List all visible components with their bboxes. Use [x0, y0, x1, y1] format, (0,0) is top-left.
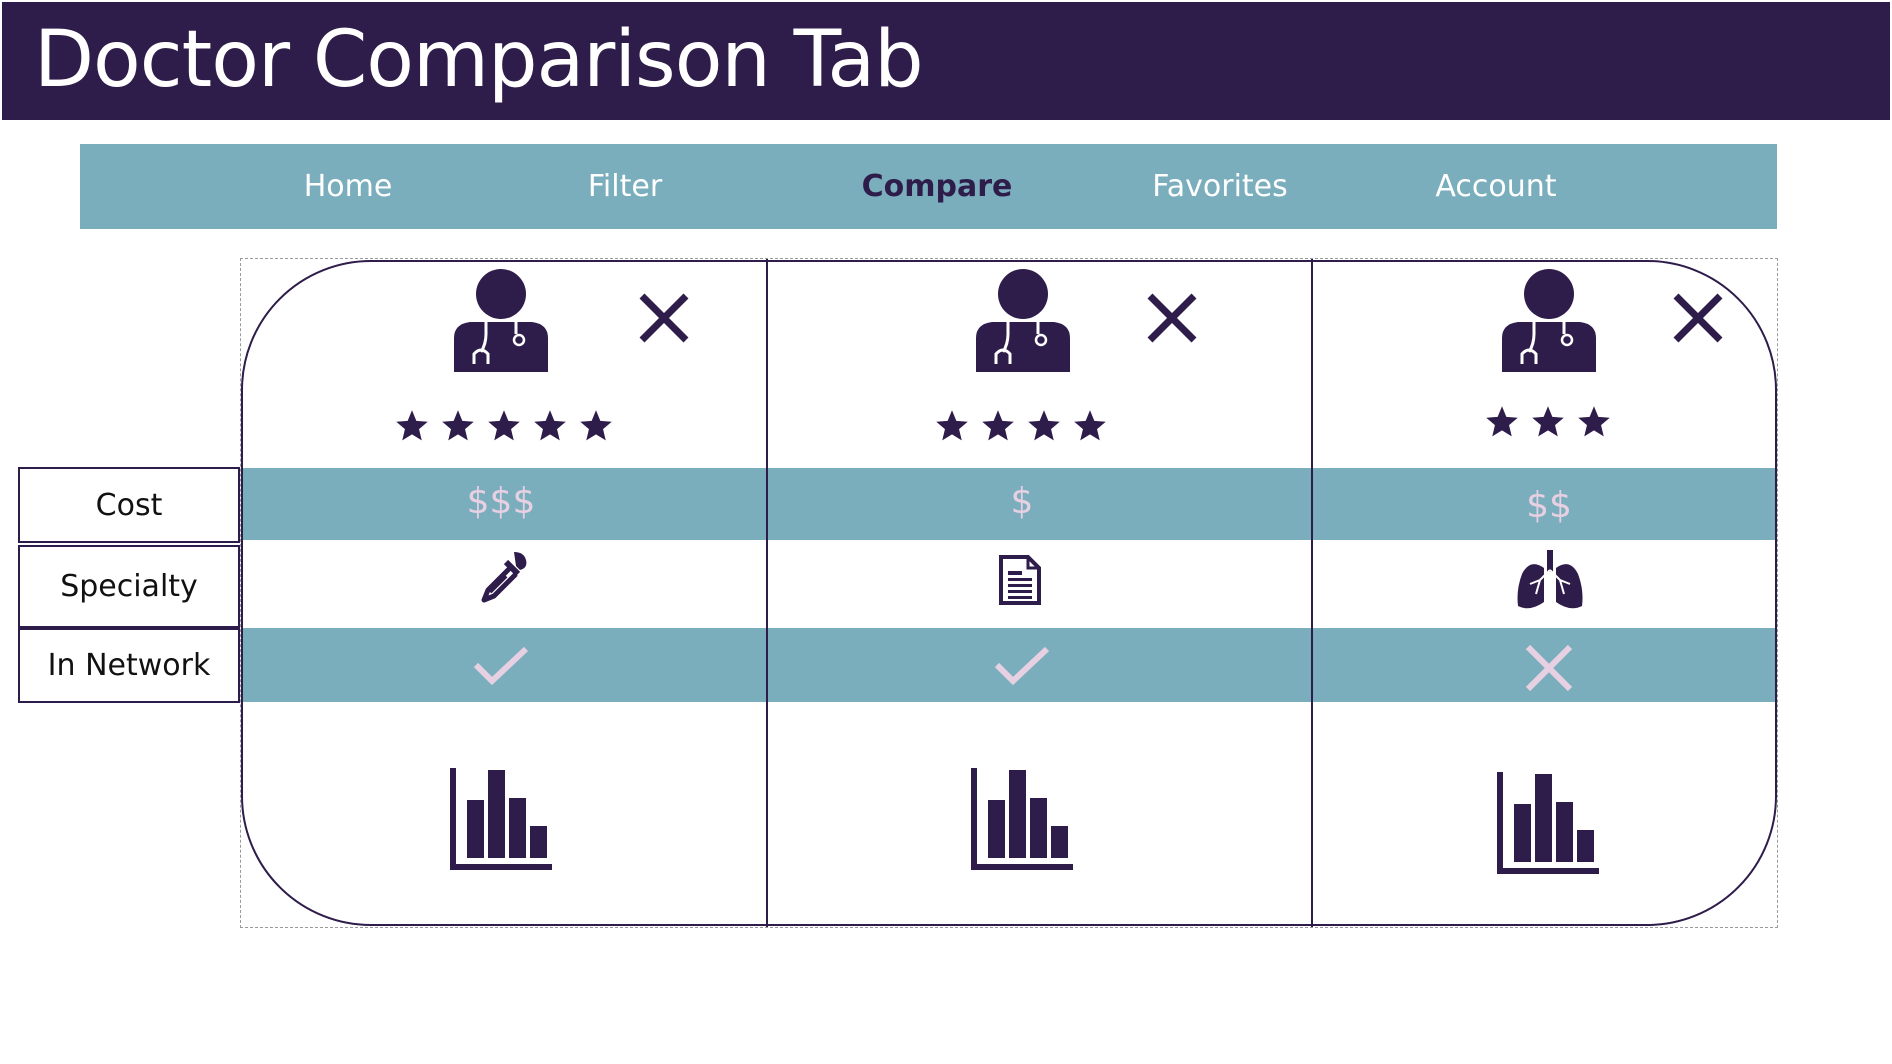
star-icon [580, 410, 612, 441]
star-icon [1532, 406, 1564, 437]
remove-doctor-icon[interactable] [1146, 292, 1198, 344]
page-title: Doctor Comparison Tab [34, 15, 924, 105]
row-label-specialty: Specialty [18, 545, 240, 628]
check-icon [994, 646, 1050, 686]
remove-doctor-icon[interactable] [638, 292, 690, 344]
star-icon [442, 410, 474, 441]
dropper-icon [481, 552, 527, 603]
doctor-avatar-icon [1502, 269, 1596, 372]
comparison-card [241, 260, 1777, 926]
document-icon [999, 555, 1041, 605]
bar-chart-icon[interactable] [450, 768, 552, 870]
comparison-selection-frame [240, 258, 1778, 928]
remove-doctor-icon[interactable] [1672, 292, 1724, 344]
doctor-avatar-icon [976, 269, 1070, 372]
rating-stars [1484, 404, 1612, 440]
not-in-network-icon [1525, 644, 1573, 692]
cost-value: $$ [1526, 485, 1572, 526]
nav-item-home[interactable]: Home [303, 169, 393, 204]
column-divider [766, 259, 768, 927]
star-icon [396, 410, 428, 441]
rating-stars [394, 408, 614, 444]
bar-chart-icon[interactable] [1497, 772, 1599, 874]
nav-bar: Home Filter Compare Favorites Account [80, 144, 1777, 229]
star-icon [982, 410, 1014, 441]
star-icon [488, 410, 520, 441]
lungs-icon [1517, 550, 1583, 609]
star-icon [1028, 410, 1060, 441]
star-icon [534, 410, 566, 441]
bar-chart-icon[interactable] [971, 768, 1073, 870]
cost-value: $ [1010, 481, 1034, 522]
nav-item-favorites[interactable]: Favorites [1152, 169, 1288, 204]
check-icon [473, 646, 529, 686]
row-label-cost: Cost [18, 467, 240, 543]
doctor-avatar-icon [454, 269, 548, 372]
star-icon [1578, 406, 1610, 437]
star-icon [1486, 406, 1518, 437]
rating-stars [934, 408, 1108, 444]
nav-item-compare[interactable]: Compare [861, 169, 1013, 204]
cost-value: $$$ [466, 481, 536, 522]
cost-row-band [241, 468, 1777, 540]
star-icon [936, 410, 968, 441]
title-bar: Doctor Comparison Tab [2, 2, 1890, 120]
star-icon [1074, 410, 1106, 441]
nav-item-filter[interactable]: Filter [587, 169, 663, 204]
nav-item-account[interactable]: Account [1435, 169, 1557, 204]
row-label-in-network: In Network [18, 628, 240, 703]
network-row-band [241, 628, 1777, 702]
column-divider [1311, 259, 1313, 927]
